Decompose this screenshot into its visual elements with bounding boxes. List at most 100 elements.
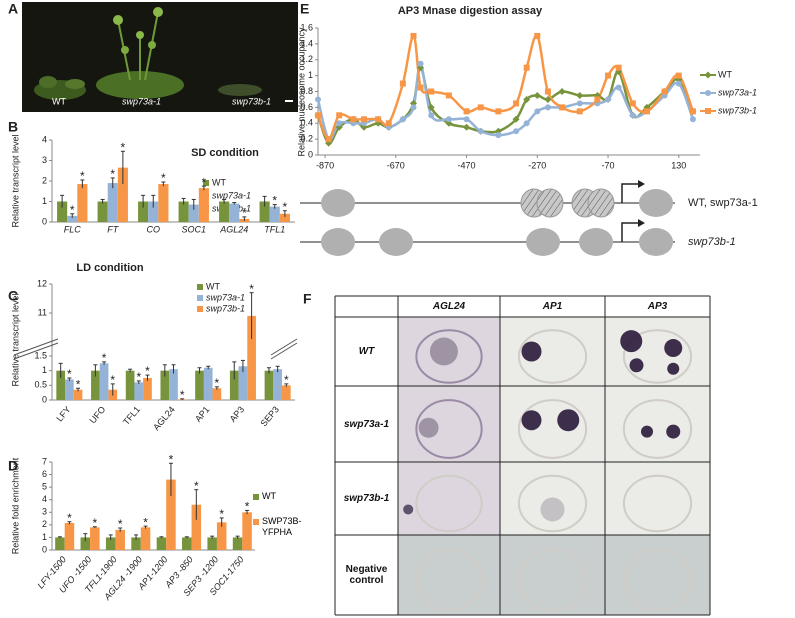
in-situ-image [500,386,605,462]
legend-label: swp73a-1 [212,190,251,200]
axis-break [270,342,298,360]
line-marker [615,84,622,91]
line-marker [534,32,541,39]
tissue-outline [415,329,483,384]
line-marker [513,100,520,107]
line-marker [558,88,566,95]
stain-blob [667,362,680,375]
plant-label: swp73a-1 [122,96,161,106]
bar [80,537,91,550]
panel-letter: D [8,458,18,474]
stain-blob [540,497,565,522]
line-marker [629,100,636,107]
y-tick-label: 12 [37,278,47,288]
x-tick-label: AP1 [193,404,212,423]
bar [97,201,108,222]
y-tick-label: 1.5 [34,350,47,360]
x-tick-label: FLC [64,224,82,234]
tissue-outline [517,548,588,612]
line-marker [629,112,636,119]
y-tick-label: 7 [42,456,47,466]
bar [269,206,280,222]
line-marker [428,112,435,119]
plant-label: WT [52,96,66,106]
line-marker [559,104,566,111]
y-tick-label: 11 [38,307,47,317]
bar [138,201,149,222]
y-tick-label: 0 [42,394,47,404]
x-tick-label: -470 [458,160,476,170]
tissue-outline [415,474,483,533]
x-tick-label: UFO [88,404,108,425]
bar [169,369,178,400]
line-marker [675,80,682,87]
legend-label: WT [206,281,220,291]
line-marker [385,120,392,127]
significance-mark: * [143,515,148,529]
line-marker [445,92,452,99]
bar [273,369,282,400]
bar [232,537,243,550]
significance-mark: * [110,167,115,181]
x-tick-label: AGL24 [219,224,248,234]
line-marker [325,136,332,143]
bar [188,204,199,222]
line-marker [544,95,552,103]
diagram-label: swp73b-1 [688,236,736,248]
line-marker [615,64,622,71]
line-marker [315,96,321,103]
significance-mark: * [161,171,166,185]
significance-mark: * [194,479,199,493]
tissue-outline [415,399,483,459]
tissue-outline [517,399,588,459]
line-marker [417,60,424,67]
stain-blob [429,337,458,366]
bar [131,537,141,550]
stain-blob [666,424,681,439]
axis-break [13,342,59,360]
bar [229,370,239,400]
significance-mark: * [215,376,220,390]
line-marker [495,132,502,139]
significance-mark: * [76,377,81,391]
chart-title: AP3 Mnase digestion assay [398,5,543,17]
y-tick-label: 2 [42,175,47,185]
line-marker [513,128,520,135]
bar [90,527,100,550]
line-marker [605,96,612,103]
bar [140,527,151,550]
legend-label: swp73b-1 [206,303,245,313]
axis-break [270,338,298,356]
x-tick-label: -70 [602,160,615,170]
bar [134,382,144,400]
x-tick-label: AP3 [228,404,247,423]
y-tick-label: 5 [42,482,47,492]
line-marker [399,116,406,123]
bar [67,215,78,222]
y-axis-label: Relative fold enrichment [10,457,20,554]
y-tick-label: 1 [308,70,313,80]
line-marker [605,72,612,79]
bar [77,184,88,222]
series-line [316,66,695,145]
bar [166,479,176,550]
column-header: AGL24 [432,301,466,312]
bar [264,370,274,400]
bar [125,370,135,400]
line-marker [576,108,583,115]
bar [247,315,256,400]
bar [207,537,217,550]
line-marker [463,116,470,123]
x-tick-label: SEP3 [259,404,281,428]
stain-blob [418,417,439,438]
nucleosome-diagram [300,180,675,256]
y-tick-label: 1 [42,365,47,375]
significance-mark: * [242,206,247,220]
legend-label: swp73b-1 [718,105,757,115]
legend-label: SWP73B-YFPHA [262,516,302,537]
panel-letter: B [8,119,18,135]
y-tick-label: 1.4 [300,38,313,48]
plant-shapes [34,7,293,102]
y-axis-label: Relative transcript level [10,293,20,386]
y-tick-label: 2 [42,519,47,529]
